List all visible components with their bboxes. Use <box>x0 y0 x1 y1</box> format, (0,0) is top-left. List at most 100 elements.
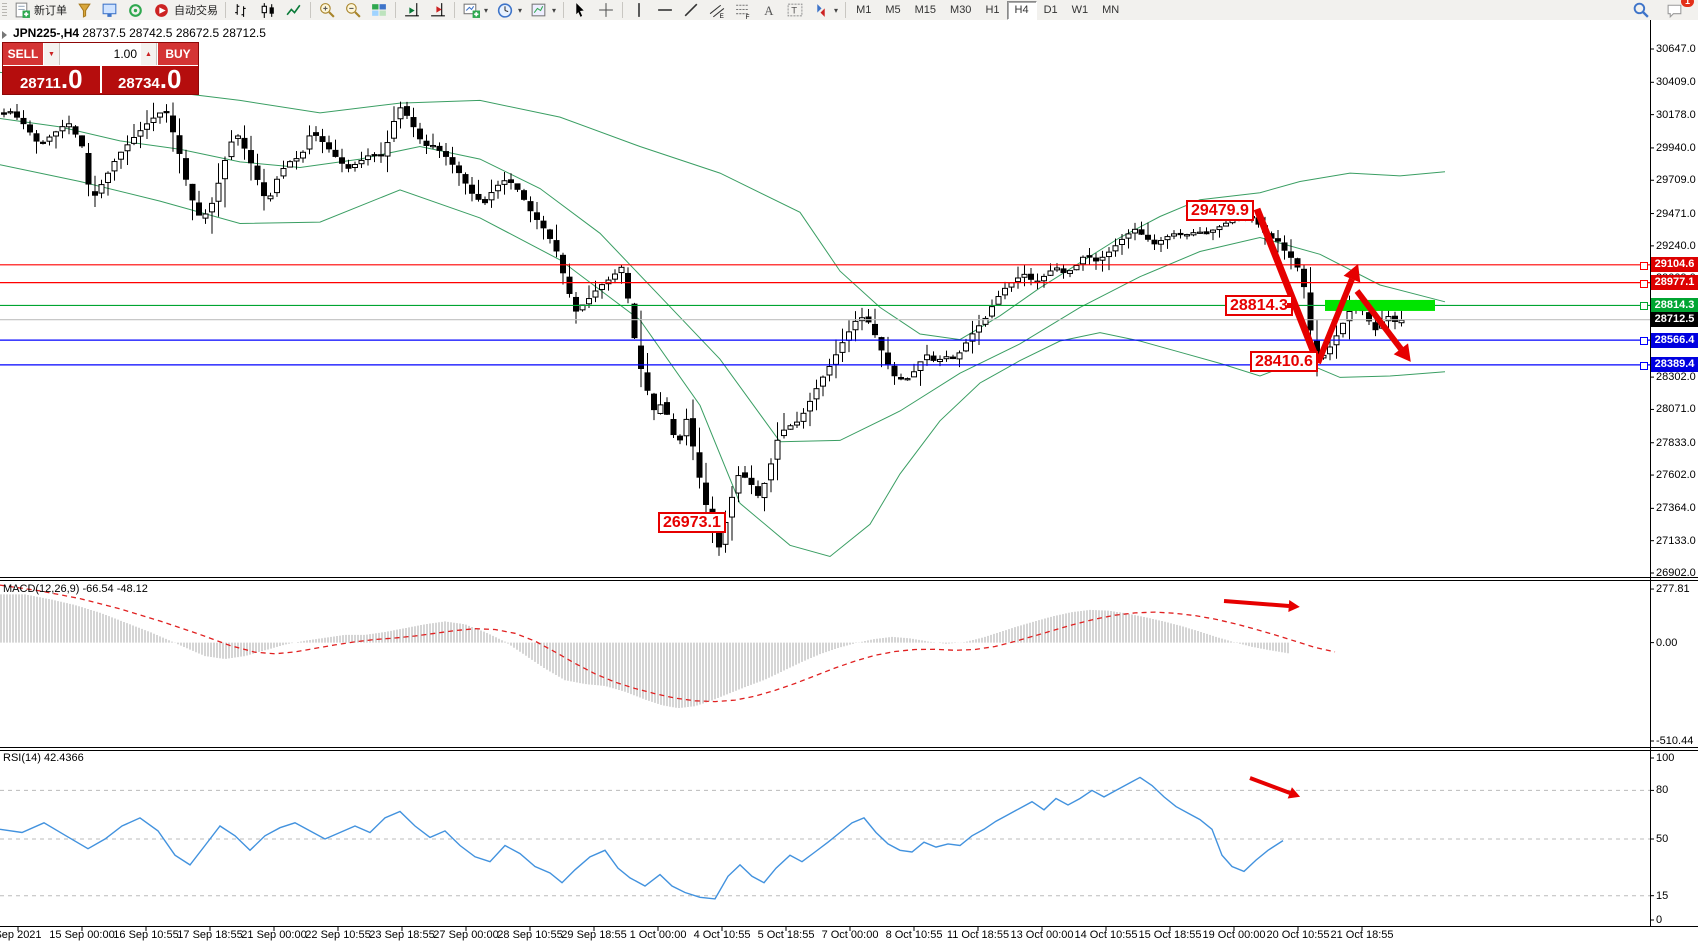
line-handle[interactable] <box>1640 302 1648 311</box>
price-annotation-label[interactable]: 28410.6 <box>1250 351 1318 372</box>
toolbar-separator <box>454 2 455 18</box>
trend-arrow[interactable] <box>1253 207 1322 365</box>
rsi-indicator <box>0 776 1650 900</box>
price-annotation-label[interactable]: 29479.9 <box>1186 200 1254 221</box>
templates-button[interactable]: ▾ <box>526 0 560 20</box>
chart-canvas[interactable] <box>0 20 1698 944</box>
candlestick-chart-icon <box>261 3 274 18</box>
sell-price[interactable]: 28711 .0 <box>3 66 102 93</box>
bar-chart-button[interactable] <box>229 0 255 20</box>
data-window-button[interactable] <box>97 0 123 20</box>
volume-decrease-button[interactable]: ▼ <box>44 43 60 65</box>
timeframe-h4-button[interactable]: H4 <box>1006 0 1037 20</box>
current-price-badge: 28712.5 <box>1651 312 1698 328</box>
arrow-head <box>1287 787 1301 799</box>
macd-signal-line <box>0 584 1336 703</box>
vertical-line-button[interactable] <box>626 0 652 20</box>
arrows-button[interactable]: ▾ <box>808 0 842 20</box>
trend-arrow[interactable] <box>1354 289 1404 351</box>
crosshair-icon <box>599 3 613 17</box>
arrow-head <box>1288 600 1300 612</box>
line-chart-button[interactable] <box>281 0 307 20</box>
y-axis-tick-label: 27602.0 <box>1656 469 1696 482</box>
x-axis-date-label: 29 Sep 18:55 <box>561 929 627 941</box>
market-watch-button[interactable] <box>71 0 97 20</box>
new-chart-button[interactable]: ▾ <box>458 0 492 20</box>
trend-arrow[interactable] <box>1223 599 1290 608</box>
timeframe-w1-button[interactable]: W1 <box>1071 3 1089 16</box>
timeframe-m1-button[interactable]: M1 <box>856 3 872 16</box>
trend-arrow[interactable] <box>1315 277 1355 365</box>
x-axis-date-label: Sep 2021 <box>0 929 42 941</box>
rsi-axis-label: 15 <box>1656 889 1669 902</box>
level-price-badge: 28566.4 <box>1651 332 1698 348</box>
volume-input[interactable]: 1.00 <box>60 43 141 65</box>
trend-arrow[interactable] <box>1249 776 1291 795</box>
x-axis-date-label: 21 Sep 00:00 <box>241 929 307 941</box>
svg-text:F: F <box>746 14 750 19</box>
crosshair-button[interactable] <box>593 0 619 20</box>
equidistant-channel-button[interactable]: E <box>704 0 730 20</box>
toolbar-separator <box>845 2 847 18</box>
rsi-axis-label: 80 <box>1656 784 1669 797</box>
one-click-trading-panel: SELL ▼ 1.00 ▲ BUY 28711 .0 28734 .0 <box>2 42 199 95</box>
y-axis-tick-label: 29240.0 <box>1656 239 1696 252</box>
chart-shift-button[interactable] <box>399 0 425 20</box>
vertical-line-icon <box>638 3 640 17</box>
toolbar-separator <box>310 2 311 18</box>
signal-button[interactable] <box>123 0 149 20</box>
autotrading-icon <box>155 4 168 17</box>
y-axis-tick-label: 29471.0 <box>1656 207 1696 220</box>
cursor-button[interactable] <box>567 0 593 20</box>
toolbar-separator <box>622 2 624 18</box>
x-axis-date-label: 15 Oct 18:55 <box>1138 929 1202 941</box>
line-handle[interactable] <box>1640 279 1648 288</box>
buy-button[interactable]: BUY <box>157 43 198 65</box>
text-button[interactable]: A <box>756 0 782 20</box>
x-axis-date-label: 8 Oct 10:55 <box>885 929 943 941</box>
new-order-button[interactable]: 新订单 <box>9 0 71 20</box>
trendline-button[interactable] <box>678 0 704 20</box>
timeframe-mn-button[interactable]: MN <box>1102 3 1120 16</box>
x-axis-date-label: 21 Oct 18:55 <box>1330 929 1394 941</box>
level-price-badge: 28389.4 <box>1651 357 1698 373</box>
zoom-out-button[interactable] <box>340 0 366 20</box>
buy-price[interactable]: 28734 .0 <box>102 66 199 93</box>
main-toolbar: 新订单 自动交易 ▾ ▾ ▾ E F A T ▾ M1 M5 M15 M30 H1 H4 D1 W1 MN 1 <box>0 0 1698 21</box>
periods-button[interactable]: ▾ <box>492 0 526 20</box>
candlestick-chart-button[interactable] <box>255 0 281 20</box>
tile-windows-icon <box>372 4 386 16</box>
annotation-arrows[interactable] <box>1223 207 1411 799</box>
chart-shift-icon <box>405 3 419 17</box>
symbol-name: JPN225-,H4 <box>13 26 80 40</box>
timeframe-m5-button[interactable]: M5 <box>885 3 901 16</box>
price-annotation-label[interactable]: 26973.1 <box>658 512 726 533</box>
volume-increase-button[interactable]: ▲ <box>141 43 157 65</box>
line-handle[interactable] <box>1640 261 1648 270</box>
text-label-button[interactable]: T <box>782 0 808 20</box>
toolbar-grip[interactable] <box>2 3 7 17</box>
x-axis-date-label: 20 Oct 10:55 <box>1266 929 1330 941</box>
zoom-in-button[interactable] <box>314 0 340 20</box>
horizontal-line-button[interactable] <box>652 0 678 20</box>
y-axis-tick-label: 27364.0 <box>1656 502 1696 515</box>
search-button[interactable] <box>1628 0 1654 20</box>
tile-windows-button[interactable] <box>366 0 392 20</box>
timeframe-d1-button[interactable]: D1 <box>1043 3 1058 16</box>
support-zone-rectangle[interactable] <box>1325 299 1435 311</box>
timeframe-h1-button[interactable]: H1 <box>985 3 1000 16</box>
notifications-button[interactable]: 1 <box>1662 0 1694 20</box>
price-annotation-label[interactable]: 28814.3 <box>1225 295 1293 316</box>
auto-scroll-button[interactable] <box>425 0 451 20</box>
line-handle[interactable] <box>1640 337 1648 346</box>
line-handle[interactable] <box>1640 361 1648 370</box>
candlestick-series <box>1 101 1405 556</box>
toolbar-separator <box>225 2 226 18</box>
timeframe-m15-button[interactable]: M15 <box>914 3 937 16</box>
auto-scroll-icon <box>431 3 445 17</box>
fibonacci-button[interactable]: F <box>730 0 756 20</box>
buy-price-int: 28734 <box>118 75 160 92</box>
sell-button[interactable]: SELL <box>3 43 44 65</box>
timeframe-m30-button[interactable]: M30 <box>950 3 972 16</box>
autotrading-button[interactable]: 自动交易 <box>149 0 222 20</box>
